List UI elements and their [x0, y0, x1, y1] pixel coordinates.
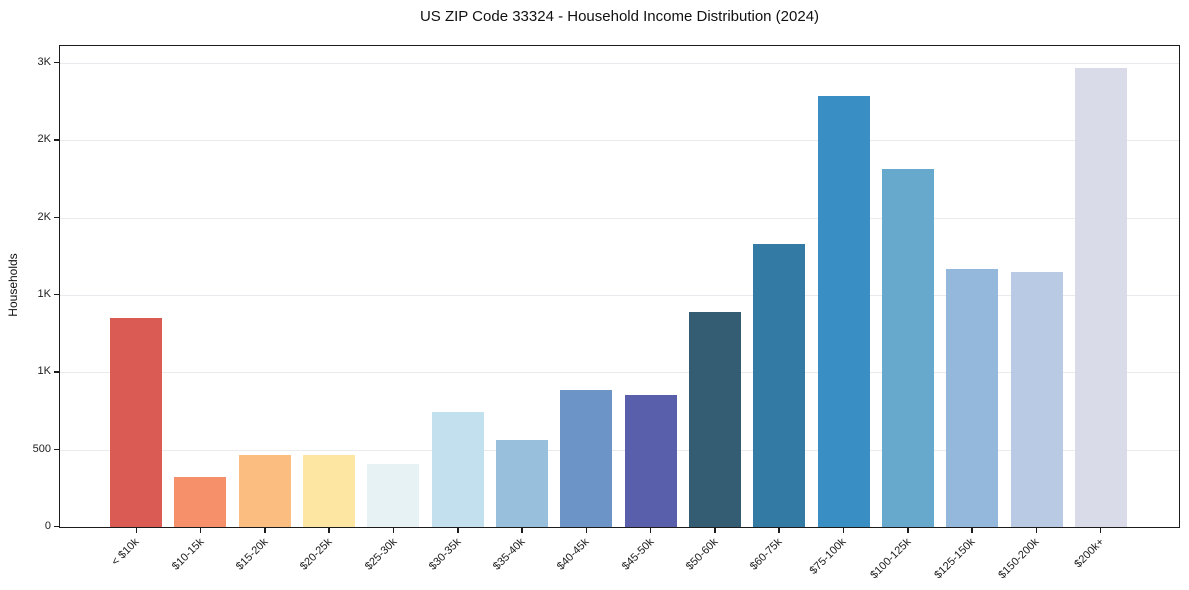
x-tick-mark: [392, 528, 395, 533]
x-tick-mark: [328, 528, 331, 533]
chart-title: US ZIP Code 33324 - Household Income Dis…: [419, 8, 820, 25]
x-tick-mark: [971, 528, 973, 533]
y-tick-mark: [54, 61, 59, 64]
x-tick-mark: [264, 528, 266, 533]
x-tick-mark: [135, 528, 138, 533]
bar: [560, 389, 613, 527]
x-tick-mark: [714, 528, 716, 533]
x-tick-mark: [1035, 528, 1038, 533]
gridline: [60, 372, 1179, 374]
y-tick-mark: [54, 525, 59, 528]
y-tick-label: 2K: [37, 133, 51, 146]
x-tick-mark: [649, 528, 652, 533]
y-tick-mark: [54, 216, 59, 218]
x-tick-mark: [842, 528, 845, 533]
bar: [688, 312, 741, 527]
bar: [946, 269, 999, 527]
bar: [495, 440, 548, 527]
gridline: [60, 295, 1179, 297]
bar: [174, 477, 227, 527]
plot-area: [59, 45, 1180, 528]
gridline: [60, 140, 1179, 142]
y-tick-mark: [54, 448, 59, 450]
x-tick-mark: [778, 528, 780, 533]
x-tick-label: < $10k: [109, 536, 142, 569]
y-tick-label: 0: [44, 520, 51, 533]
y-tick-label: 1K: [37, 365, 51, 378]
bar: [302, 454, 355, 527]
x-tick-mark: [457, 528, 459, 533]
bar: [817, 95, 870, 527]
y-tick-label: 500: [32, 442, 51, 455]
y-tick-mark: [54, 293, 59, 296]
bars-layer: [60, 46, 1179, 527]
y-tick-mark: [54, 139, 59, 141]
y-tick-label: 2K: [37, 210, 51, 223]
bar: [881, 169, 934, 527]
bar: [110, 317, 162, 527]
bar: [367, 463, 420, 527]
y-tick-label: 1K: [37, 288, 51, 301]
y-tick-label: 3K: [37, 56, 51, 69]
bar: [431, 412, 484, 527]
bar: [1010, 272, 1063, 527]
bar: [238, 454, 291, 527]
bar: [1074, 68, 1127, 527]
x-tick-mark: [521, 528, 523, 533]
x-tick-mark: [906, 528, 909, 533]
bar: [624, 395, 677, 527]
y-tick-mark: [54, 371, 59, 373]
x-tick-mark: [1099, 528, 1102, 533]
gridline: [60, 449, 1179, 451]
gridline: [60, 217, 1179, 219]
x-tick-mark: [199, 528, 202, 533]
x-tick-mark: [585, 528, 588, 533]
bar: [753, 244, 806, 527]
gridline: [60, 63, 1179, 65]
